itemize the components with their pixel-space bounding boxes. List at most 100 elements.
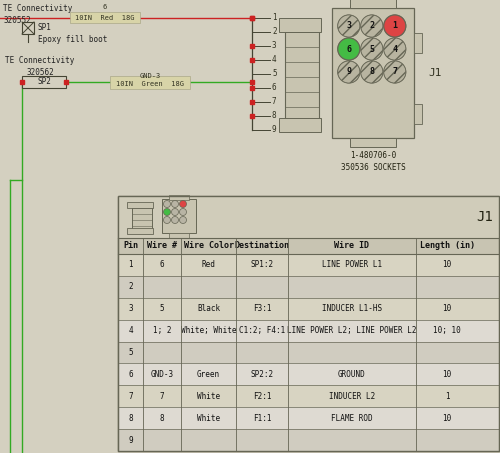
Text: 10: 10 xyxy=(442,370,452,379)
Text: SP1
Epoxy fill boot: SP1 Epoxy fill boot xyxy=(38,23,108,44)
Circle shape xyxy=(361,61,383,83)
Text: 1-480706-0
350536 SOCKETS: 1-480706-0 350536 SOCKETS xyxy=(340,151,406,173)
Text: Red: Red xyxy=(202,260,215,270)
Circle shape xyxy=(384,38,406,60)
Text: White: White xyxy=(197,414,220,423)
Bar xyxy=(127,202,153,208)
Text: 2: 2 xyxy=(272,28,276,37)
Text: Green: Green xyxy=(197,370,220,379)
Bar xyxy=(118,298,499,320)
Bar xyxy=(279,118,321,132)
Text: 1; 2: 1; 2 xyxy=(153,326,171,335)
Text: 5: 5 xyxy=(128,348,133,357)
Text: 10: 10 xyxy=(442,260,452,270)
Text: 2: 2 xyxy=(370,21,374,30)
Text: LINE POWER L1: LINE POWER L1 xyxy=(322,260,382,270)
Text: 10; 10: 10; 10 xyxy=(433,326,461,335)
Text: 10: 10 xyxy=(442,304,452,313)
Bar xyxy=(285,22,319,124)
Circle shape xyxy=(361,38,383,60)
Bar xyxy=(22,76,66,88)
Bar xyxy=(118,407,499,429)
Bar xyxy=(127,228,153,234)
Text: 10IN  Red  18G: 10IN Red 18G xyxy=(75,14,135,20)
Text: 4: 4 xyxy=(392,44,398,53)
Text: 1: 1 xyxy=(128,260,133,270)
Text: 9: 9 xyxy=(272,125,276,135)
Text: TE Connectivity
320552: TE Connectivity 320552 xyxy=(3,4,72,25)
Text: 6: 6 xyxy=(160,260,164,270)
Bar xyxy=(118,363,499,386)
Text: INDUCER L2: INDUCER L2 xyxy=(329,392,375,401)
Circle shape xyxy=(172,217,178,223)
Text: 4: 4 xyxy=(128,326,133,335)
Circle shape xyxy=(338,61,360,83)
Bar xyxy=(132,204,152,232)
Bar xyxy=(118,276,499,298)
Circle shape xyxy=(384,38,406,60)
Text: SP2: SP2 xyxy=(37,77,51,87)
Circle shape xyxy=(361,15,383,37)
Bar xyxy=(110,76,190,88)
Text: 10IN  Green  18G: 10IN Green 18G xyxy=(116,81,184,87)
Text: F3:1: F3:1 xyxy=(253,304,271,313)
Bar xyxy=(350,138,396,147)
Circle shape xyxy=(384,15,406,37)
Text: 3: 3 xyxy=(346,21,352,30)
Bar xyxy=(169,195,189,200)
Text: F2:1: F2:1 xyxy=(253,392,271,401)
Text: 8: 8 xyxy=(160,414,164,423)
Text: 6: 6 xyxy=(128,370,133,379)
Text: 5: 5 xyxy=(370,44,374,53)
Text: SP1:2: SP1:2 xyxy=(250,260,274,270)
Circle shape xyxy=(384,61,406,83)
Text: 7: 7 xyxy=(272,97,276,106)
Text: LINE POWER L2; LINE POWER L2: LINE POWER L2; LINE POWER L2 xyxy=(287,326,417,335)
Text: J1: J1 xyxy=(428,68,442,78)
Text: 6: 6 xyxy=(346,44,352,53)
Text: 8: 8 xyxy=(128,414,133,423)
Bar xyxy=(118,342,499,363)
Circle shape xyxy=(180,201,186,207)
Text: GROUND: GROUND xyxy=(338,370,366,379)
Text: C1:2; F4:1: C1:2; F4:1 xyxy=(239,326,285,335)
Circle shape xyxy=(180,208,186,216)
Bar xyxy=(118,196,499,451)
Text: Wire Color: Wire Color xyxy=(184,241,234,251)
Bar xyxy=(350,0,396,8)
Text: Wire #: Wire # xyxy=(147,241,177,251)
Circle shape xyxy=(164,201,170,207)
Bar xyxy=(414,104,422,124)
Text: 2: 2 xyxy=(128,282,133,291)
Circle shape xyxy=(338,15,360,37)
Bar xyxy=(169,233,189,238)
Text: 1: 1 xyxy=(272,14,276,23)
Text: Length (in): Length (in) xyxy=(420,241,474,251)
Text: 3: 3 xyxy=(272,42,276,50)
Bar xyxy=(118,320,499,342)
Bar xyxy=(118,196,499,238)
Text: Destination: Destination xyxy=(234,241,290,251)
Circle shape xyxy=(338,61,360,83)
Text: 7: 7 xyxy=(160,392,164,401)
Bar xyxy=(118,386,499,407)
Text: Pin: Pin xyxy=(123,241,138,251)
Circle shape xyxy=(384,15,406,37)
Bar xyxy=(279,18,321,32)
Circle shape xyxy=(164,217,170,223)
Text: Black: Black xyxy=(197,304,220,313)
Bar xyxy=(118,254,499,276)
Text: TE Connectivity
320562: TE Connectivity 320562 xyxy=(6,56,74,77)
Circle shape xyxy=(338,15,360,37)
Bar xyxy=(118,196,499,451)
Text: 8: 8 xyxy=(370,67,374,77)
Text: 10: 10 xyxy=(442,414,452,423)
Text: 5: 5 xyxy=(160,304,164,313)
Text: 7: 7 xyxy=(128,392,133,401)
Text: 8: 8 xyxy=(272,111,276,120)
Bar xyxy=(118,238,499,254)
Text: GND-3: GND-3 xyxy=(140,73,160,79)
Bar xyxy=(162,199,196,233)
Bar xyxy=(70,12,140,23)
Circle shape xyxy=(172,208,178,216)
